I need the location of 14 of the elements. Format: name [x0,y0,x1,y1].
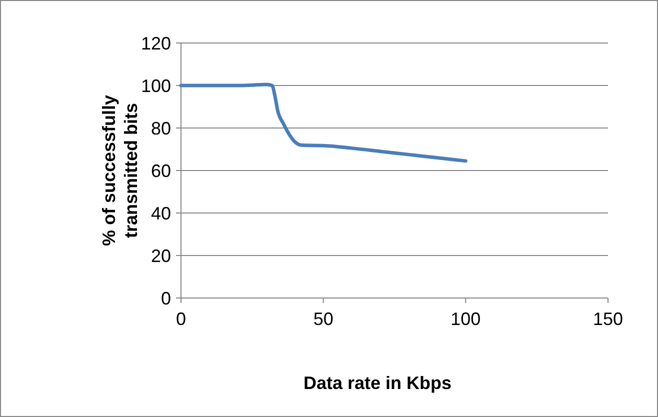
y-tick-label: 20 [150,246,171,266]
x-axis-title: Data rate in Kbps [303,373,452,393]
x-tick-label: 50 [313,309,334,329]
x-tick-label: 150 [592,309,624,329]
y-axis-title: % of successfully transmitted bits [99,94,141,246]
y-tick-label: 80 [150,118,171,138]
x-tick-label: 100 [450,309,481,329]
x-tick-label: 0 [176,309,186,329]
y-tick-label: 40 [150,203,171,224]
line-series [179,82,468,163]
y-tick-label: 100 [140,76,171,96]
y-tick-label: 0 [160,288,171,308]
y-tick-label: 120 [140,33,171,54]
y-tick-label: 60 [150,160,171,181]
